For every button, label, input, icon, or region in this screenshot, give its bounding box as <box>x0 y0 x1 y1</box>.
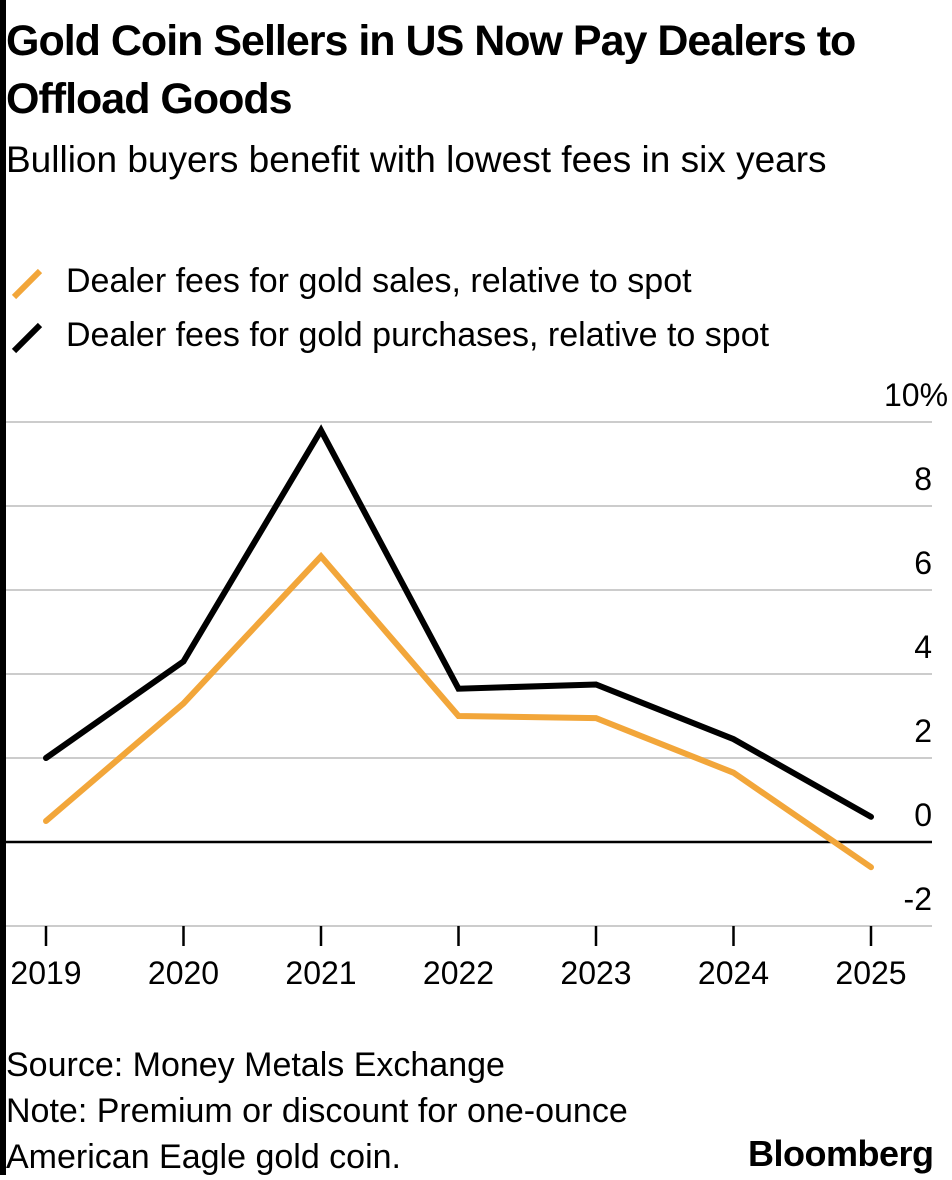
legend-label-sales: Dealer fees for gold sales, relative to … <box>66 262 692 300</box>
x-tick-label: 2022 <box>423 955 494 991</box>
x-tick-label: 2023 <box>560 955 631 991</box>
x-tick-label: 2024 <box>698 955 769 991</box>
y-tick-label: 4 <box>914 629 932 665</box>
y-tick-label: 10% <box>884 377 948 413</box>
x-tick-label: 2019 <box>10 955 81 991</box>
y-axis: 10% 8 6 4 2 0 -2 <box>884 377 948 917</box>
x-tick-label: 2025 <box>835 955 906 991</box>
source-text: Source: Money Metals Exchange <box>6 1046 505 1084</box>
note-text: Note: Premium or discount for one-ounce … <box>6 1092 628 1176</box>
chart-title: Gold Coin Sellers in US Now Pay Dealers … <box>6 17 856 123</box>
grid-layer <box>6 421 932 927</box>
source-note: Source: Money Metals Exchange Note: Prem… <box>6 1042 726 1180</box>
y-tick-label: 0 <box>914 797 932 833</box>
x-tick-label: 2020 <box>148 955 219 991</box>
legend-label-purchases: Dealer fees for gold purchases, relative… <box>66 316 770 354</box>
legend-item-purchases: Dealer fees for gold purchases, relative… <box>6 311 946 365</box>
series-line-sales <box>43 551 874 871</box>
legend-item-sales: Dealer fees for gold sales, relative to … <box>6 257 946 311</box>
y-tick-label: 6 <box>914 545 932 581</box>
legend: Dealer fees for gold sales, relative to … <box>6 257 946 365</box>
line-chart: 10% 8 6 4 2 0 -2 2019 2020 2021 2022 2023 2024 2025 <box>6 377 948 991</box>
series-layer <box>43 424 874 871</box>
series-line-purchases <box>43 424 874 820</box>
chart-subtitle: Bullion buyers benefit with lowest fees … <box>6 139 827 180</box>
y-tick-label: 2 <box>914 713 932 749</box>
x-tick-label: 2021 <box>285 955 356 991</box>
legend-swatch-sales <box>11 268 43 300</box>
left-edge-bar <box>0 0 6 1175</box>
y-tick-label: 8 <box>914 461 932 497</box>
bloomberg-logo: Bloomberg <box>748 1133 934 1174</box>
y-tick-label: -2 <box>904 881 932 917</box>
legend-swatch-purchases <box>11 322 43 354</box>
x-axis: 2019 2020 2021 2022 2023 2024 2025 <box>10 926 907 991</box>
